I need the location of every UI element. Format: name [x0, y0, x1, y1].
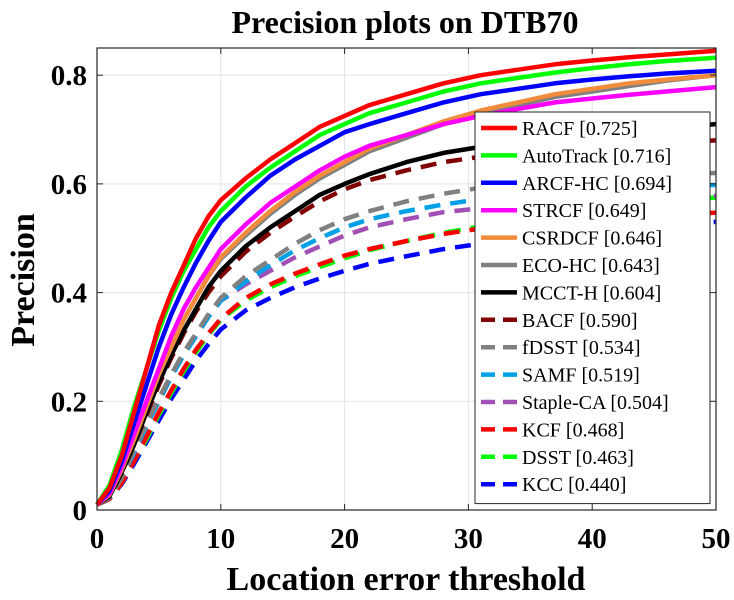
x-axis-label: Location error threshold	[227, 561, 586, 598]
x-tick-label: 0	[90, 523, 105, 555]
legend-entry: CSRDCF [0.646]	[522, 228, 662, 250]
y-tick-label: 0.4	[51, 278, 87, 310]
series-line	[95, 193, 717, 507]
legend-entry: SAMF [0.519]	[522, 365, 640, 387]
x-tick-label: 40	[578, 523, 607, 555]
legend-entry: ECO-HC [0.643]	[522, 255, 660, 277]
y-tick-label: 0.6	[51, 169, 87, 201]
legend-entry: DSST [0.463]	[522, 447, 634, 469]
y-tick-label: 0.2	[51, 386, 87, 418]
legend-entry: KCF [0.468]	[522, 419, 624, 441]
legend: RACF [0.725] AutoTrack [0.716] ARCF-HC [0.…	[474, 111, 711, 505]
series-line	[95, 48, 717, 506]
y-tick-label: 0	[73, 495, 88, 527]
legend-entry: fDSST [0.534]	[522, 337, 641, 359]
axis-ticks: 0 10 20 30 40 50 0 0.2 0.4 0.6 0.8	[51, 48, 731, 555]
legend-entry: AutoTrack [0.716]	[522, 145, 671, 167]
x-tick-label: 10	[206, 523, 235, 555]
series-line	[95, 182, 717, 507]
plot-area-border	[96, 47, 717, 511]
legend-entry: ARCF-HC [0.694]	[522, 173, 672, 195]
x-tick-label: 50	[702, 523, 731, 555]
legend-entry: MCCT-H [0.604]	[522, 282, 661, 304]
legend-box	[474, 111, 711, 505]
x-tick-label: 20	[330, 523, 359, 555]
legend-entry: BACF [0.590]	[522, 310, 638, 332]
legend-entry: KCC [0.440]	[522, 474, 626, 496]
x-tick-label: 30	[454, 523, 483, 555]
series-line	[95, 68, 717, 507]
series-line	[95, 84, 717, 507]
legend-entry: STRCF [0.649]	[522, 200, 646, 222]
legend-entry: Staple-CA [0.504]	[522, 392, 669, 414]
y-tick-label: 0.8	[51, 60, 87, 92]
y-axis-label: Precision	[5, 213, 42, 347]
chart-title: Precision plots on DTB70	[232, 4, 579, 40]
legend-entry: RACF [0.725]	[522, 118, 638, 140]
